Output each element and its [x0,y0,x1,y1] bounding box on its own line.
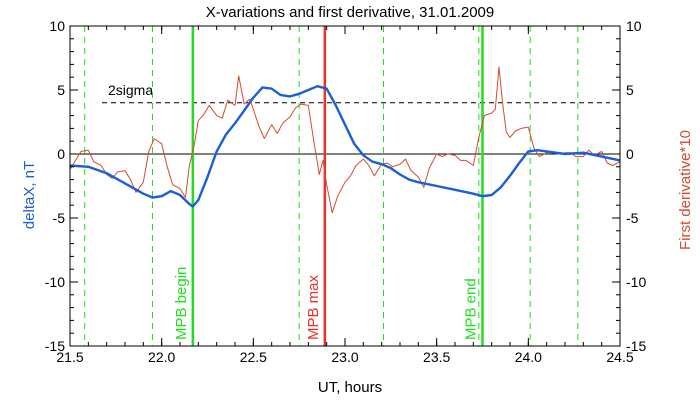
marker-label-1: MPB max [305,274,322,340]
left-y-tick-label-1: -10 [45,274,65,290]
x-tick-label-6: 24.5 [606,349,633,365]
marker-label-2: MPB end [463,278,480,340]
chart-title: X-variations and first derivative, 31.01… [206,4,495,21]
x-tick-label-4: 23.5 [423,349,450,365]
x-tick-label-2: 22.5 [240,349,267,365]
right-y-tick-label-2: -5 [626,210,639,226]
derivative-series-line [69,66,621,214]
x-axis-label: UT, hours [318,379,382,396]
plot-area: 2sigma MPB begin MPB max MPB end [69,26,621,346]
right-y-tick-label-0: -15 [626,338,646,354]
left-y-ticks: -15 -10 -5 0 5 10 [45,18,78,354]
right-y-tick-label-3: 0 [626,146,634,162]
x-tick-label-5: 24.0 [515,349,542,365]
right-y-tick-label-1: -10 [626,274,646,290]
x-tick-label-3: 23.0 [331,349,358,365]
x-tick-label-1: 22.0 [148,349,175,365]
right-y-tick-label-4: 5 [626,82,634,98]
left-y-tick-label-4: 5 [57,82,65,98]
left-y-tick-label-0: -15 [45,338,65,354]
right-axis-label: First derivative*10 [677,130,694,250]
deltax-series-line [69,85,621,208]
left-y-tick-label-3: 0 [57,146,65,162]
right-y-ticks: -15 -10 -5 0 5 10 [612,18,646,354]
threshold-label: 2sigma [108,82,153,98]
x-ticks: 21.5 22.0 22.5 23.0 23.5 24.0 24.5 [56,26,634,365]
right-y-tick-label-5: 10 [626,18,642,34]
plot-frame [69,25,621,347]
left-y-tick-label-5: 10 [49,18,65,34]
x-tick-label-0: 21.5 [56,349,83,365]
marker-label-0: MPB begin [173,267,190,340]
left-y-tick-label-2: -5 [53,210,66,226]
left-axis-label: deltaX, nT [21,161,38,229]
